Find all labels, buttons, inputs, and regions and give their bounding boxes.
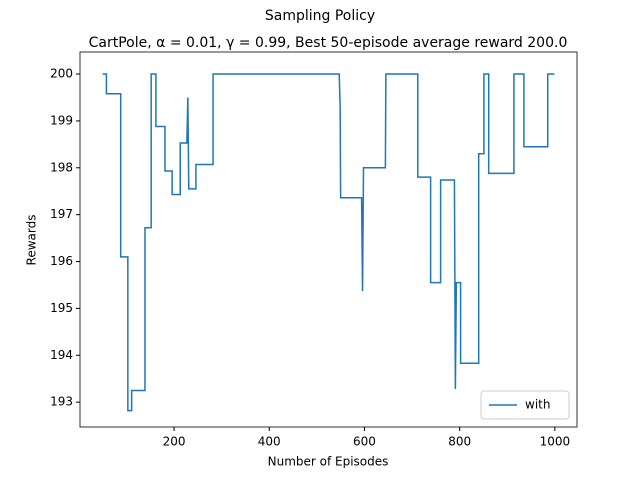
x-tick-label: 200: [163, 435, 186, 449]
x-axis-label: Number of Episodes: [268, 455, 389, 469]
chart-title: CartPole, α = 0.01, γ = 0.99, Best 50-ep…: [89, 35, 568, 51]
y-axis-label: Rewards: [25, 215, 39, 266]
y-tick-label: 200: [50, 67, 73, 81]
legend-label: with: [525, 398, 550, 412]
y-tick-label: 199: [50, 113, 73, 127]
x-tick-label: 600: [353, 435, 376, 449]
y-tick-label: 196: [50, 254, 73, 268]
x-tick-label: 400: [258, 435, 281, 449]
y-tick-label: 195: [50, 301, 73, 315]
axes-frame: [79, 51, 578, 428]
y-tick-label: 197: [50, 207, 73, 221]
y-tick-label: 198: [50, 160, 73, 174]
suptitle: Sampling Policy: [265, 8, 375, 24]
x-tick-label: 1000: [540, 435, 571, 449]
legend-box: [480, 390, 570, 420]
x-tick-label: 800: [448, 435, 471, 449]
y-tick-label: 193: [50, 395, 73, 409]
line-series: [102, 73, 555, 412]
y-tick-label: 194: [50, 348, 73, 362]
